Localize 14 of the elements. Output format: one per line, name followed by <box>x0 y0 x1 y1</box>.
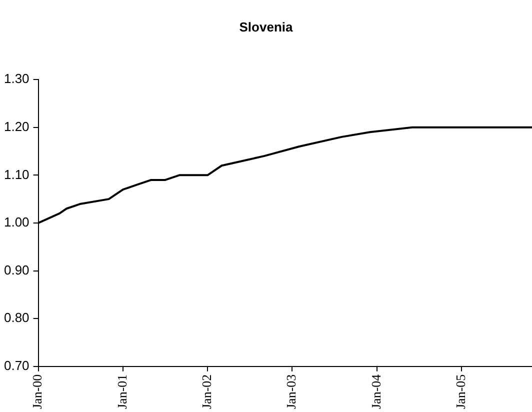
y-tick-label: 1.10 <box>4 166 30 182</box>
x-tick-label: Jan-02 <box>198 374 214 410</box>
x-tick-label: Jan-01 <box>114 374 130 410</box>
x-tick-label: Jan-04 <box>368 374 384 410</box>
y-tick-label: 1.00 <box>4 214 30 230</box>
y-tick-label: 1.30 <box>4 71 30 86</box>
y-tick-label: 0.70 <box>4 358 30 373</box>
y-tick-label: 1.20 <box>4 118 30 134</box>
y-tick-label: 0.90 <box>4 262 30 278</box>
x-tick-label: Jan-03 <box>284 374 299 410</box>
x-tick-label: Jan-00 <box>30 374 45 410</box>
chart-title: Slovenia <box>239 19 294 34</box>
x-tick-label: Jan-05 <box>452 374 468 410</box>
y-tick-label: 0.80 <box>4 310 30 326</box>
